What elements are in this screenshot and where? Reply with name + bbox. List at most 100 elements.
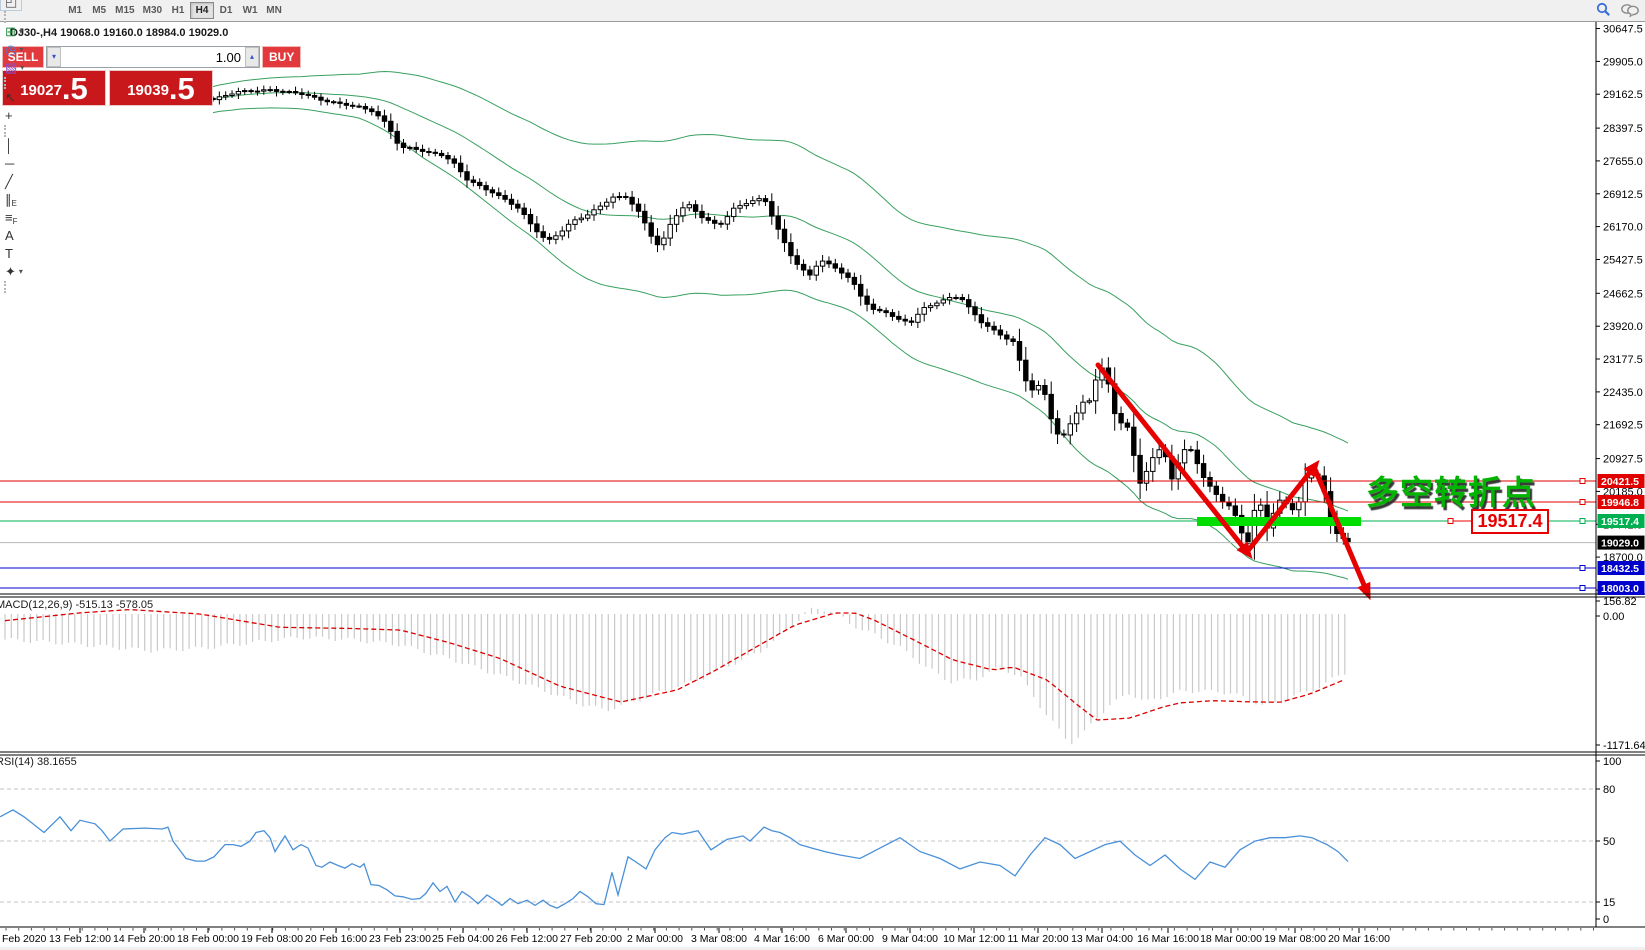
chart-background — [0, 22, 1645, 950]
window-bottom-strip — [0, 947, 1645, 950]
dropdown-arrow-icon[interactable]: ▾ — [19, 45, 24, 54]
macd-pane — [4, 607, 1346, 745]
price-badge — [1597, 495, 1645, 509]
fibonacci-icon[interactable]: ≡ F — [0, 209, 22, 227]
label-tool-icon[interactable]: T — [0, 245, 18, 263]
timeframe-h1[interactable]: H1 — [166, 2, 190, 19]
price-tick-label: 27655.0 — [1603, 156, 1643, 168]
label-tool-icon: T — [5, 246, 13, 261]
buy-price-main: 19039 — [127, 82, 169, 99]
timeframe-w1[interactable]: W1 — [238, 2, 262, 19]
dropdown-arrow-icon[interactable]: ▾ — [20, 63, 25, 72]
zigzag-arrow[interactable] — [1095, 362, 1370, 595]
support-zone-bar[interactable] — [1197, 517, 1361, 526]
volume-decrease-button[interactable]: ▾ — [47, 47, 61, 67]
new-order-icon: ⊞ — [5, 24, 16, 39]
price-badge-label: 19517.4 — [1601, 516, 1639, 528]
time-tick-label: 23 Feb 23:00 — [369, 933, 431, 945]
buy-price-display[interactable]: 19039.5 — [109, 70, 213, 106]
price-tick-label: 23177.5 — [1603, 354, 1643, 366]
time-tick-label: 11 Mar 20:00 — [1007, 933, 1068, 945]
price-badge — [1597, 474, 1645, 488]
price-tick-label: 26170.0 — [1603, 222, 1643, 234]
time-tick-label: Feb 2020 — [2, 933, 47, 945]
price-badge-label: 18003.0 — [1601, 583, 1639, 595]
macd-indicator-label: MACD(12,26,9) -515.13 -578.05 — [0, 599, 154, 611]
new-order-icon[interactable]: ⊞ ▾ — [0, 23, 28, 41]
price-badge — [1597, 561, 1645, 575]
trendline-icon: ╱ — [5, 174, 13, 189]
indicator-tick-label: 80 — [1603, 784, 1615, 796]
arrowhead — [1303, 459, 1320, 478]
vertical-line-icon[interactable]: │ — [0, 137, 18, 155]
candlesticks — [210, 85, 1351, 560]
cursor-icon[interactable]: ↖ — [0, 89, 21, 107]
time-tick-label: 10 Mar 12:00 — [943, 933, 1005, 945]
indicator-tick-label: 100 — [1603, 756, 1621, 768]
text-tool-icon[interactable]: A — [0, 227, 19, 245]
time-tick-label: 16 Mar 16:00 — [1137, 933, 1199, 945]
time-tick-label: 6 Mar 00:00 — [818, 933, 874, 945]
indicators-icon[interactable]: ▧ ▾ — [0, 59, 29, 77]
price-tick-label: 28397.5 — [1603, 123, 1643, 135]
volume-input[interactable] — [61, 47, 245, 67]
time-tick-label: 19 Feb 08:00 — [241, 933, 303, 945]
toolbar-right — [1596, 2, 1639, 20]
timeframe-mn[interactable]: MN — [262, 2, 286, 19]
line-handle — [1579, 585, 1586, 591]
shapes-icon: ✦ — [5, 264, 16, 279]
period-clock-icon[interactable]: ◷ ▾ — [0, 41, 28, 59]
timeframe-m5[interactable]: M5 — [87, 2, 111, 19]
price-tick-label: 29162.5 — [1603, 89, 1643, 101]
dropdown-arrow-icon[interactable]: ▾ — [18, 27, 23, 36]
time-tick-label: 26 Feb 12:00 — [496, 933, 558, 945]
line-handle — [1579, 478, 1586, 484]
time-tick-label: 13 Feb 12:00 — [49, 933, 111, 945]
fibonacci-icon: ≡ — [5, 210, 13, 225]
time-tick-label: 13 Mar 04:00 — [1071, 933, 1133, 945]
timeframe-d1[interactable]: D1 — [214, 2, 238, 19]
buy-button[interactable]: BUY — [262, 46, 302, 68]
sell-price-main: 19027 — [20, 82, 62, 99]
time-tick-label: 3 Mar 08:00 — [691, 933, 747, 945]
chat-icon[interactable] — [1621, 3, 1639, 20]
time-tick-label: 20 Mar 16:00 — [1328, 933, 1390, 945]
sell-price-display[interactable]: 19027.5 — [2, 70, 106, 106]
time-tick-label: 18 Mar 00:00 — [1200, 933, 1262, 945]
macd-signal-line — [4, 609, 1346, 721]
timeframe-m1[interactable]: M1 — [63, 2, 87, 19]
volume-increase-button[interactable]: ▴ — [245, 47, 259, 67]
dropdown-arrow-icon[interactable]: ▾ — [18, 267, 23, 276]
crosshair-icon[interactable]: + — [0, 107, 18, 125]
price-tick-label: 29905.0 — [1603, 56, 1643, 68]
timeframe-h4[interactable]: H4 — [190, 2, 215, 19]
trendline-icon[interactable]: ╱ — [0, 173, 18, 191]
indicator-tick-label: 0 — [1603, 914, 1609, 926]
sell-price-pips: .5 — [61, 71, 88, 106]
timeframe-m30[interactable]: M30 — [139, 2, 166, 19]
search-icon[interactable] — [1596, 2, 1611, 20]
price-tick-label: 23920.0 — [1603, 321, 1643, 333]
shapes-icon[interactable]: ✦ ▾ — [0, 263, 28, 281]
toolbar-separator — [4, 280, 6, 293]
buy-price-pips: .5 — [168, 71, 195, 106]
support-price-label[interactable]: 19517.4 — [1471, 509, 1549, 534]
timeframe-m15[interactable]: M15 — [111, 2, 138, 19]
template-window-icon[interactable]: ◰ — [0, 0, 23, 11]
crosshair-icon: + — [5, 108, 13, 123]
line-handle — [1579, 565, 1586, 571]
line-handle — [1579, 518, 1586, 524]
turning-point-annotation[interactable]: 多空转折点 — [1366, 474, 1536, 511]
main-toolbar: 订单▤◨◉▮自动交易╫▮∿⊕⊖▦◱◰⊞▾◷▾▧▾↖+│─╱∥E≡FAT✦▾ M1… — [0, 0, 1645, 293]
time-tick-label: 4 Mar 16:00 — [754, 933, 810, 945]
time-tick-label: 18 Feb 00:00 — [177, 933, 239, 945]
fibonacci-icon-sub: F — [12, 216, 18, 226]
price-tick-label: 21692.5 — [1603, 420, 1643, 432]
channel-icon[interactable]: ∥ E — [0, 191, 22, 209]
horizontal-line-icon[interactable]: ─ — [0, 155, 19, 173]
time-tick-label: 19 Mar 08:00 — [1264, 933, 1326, 945]
sell-button[interactable]: SELL — [2, 46, 44, 68]
time-tick-label: 9 Mar 04:00 — [882, 933, 938, 945]
